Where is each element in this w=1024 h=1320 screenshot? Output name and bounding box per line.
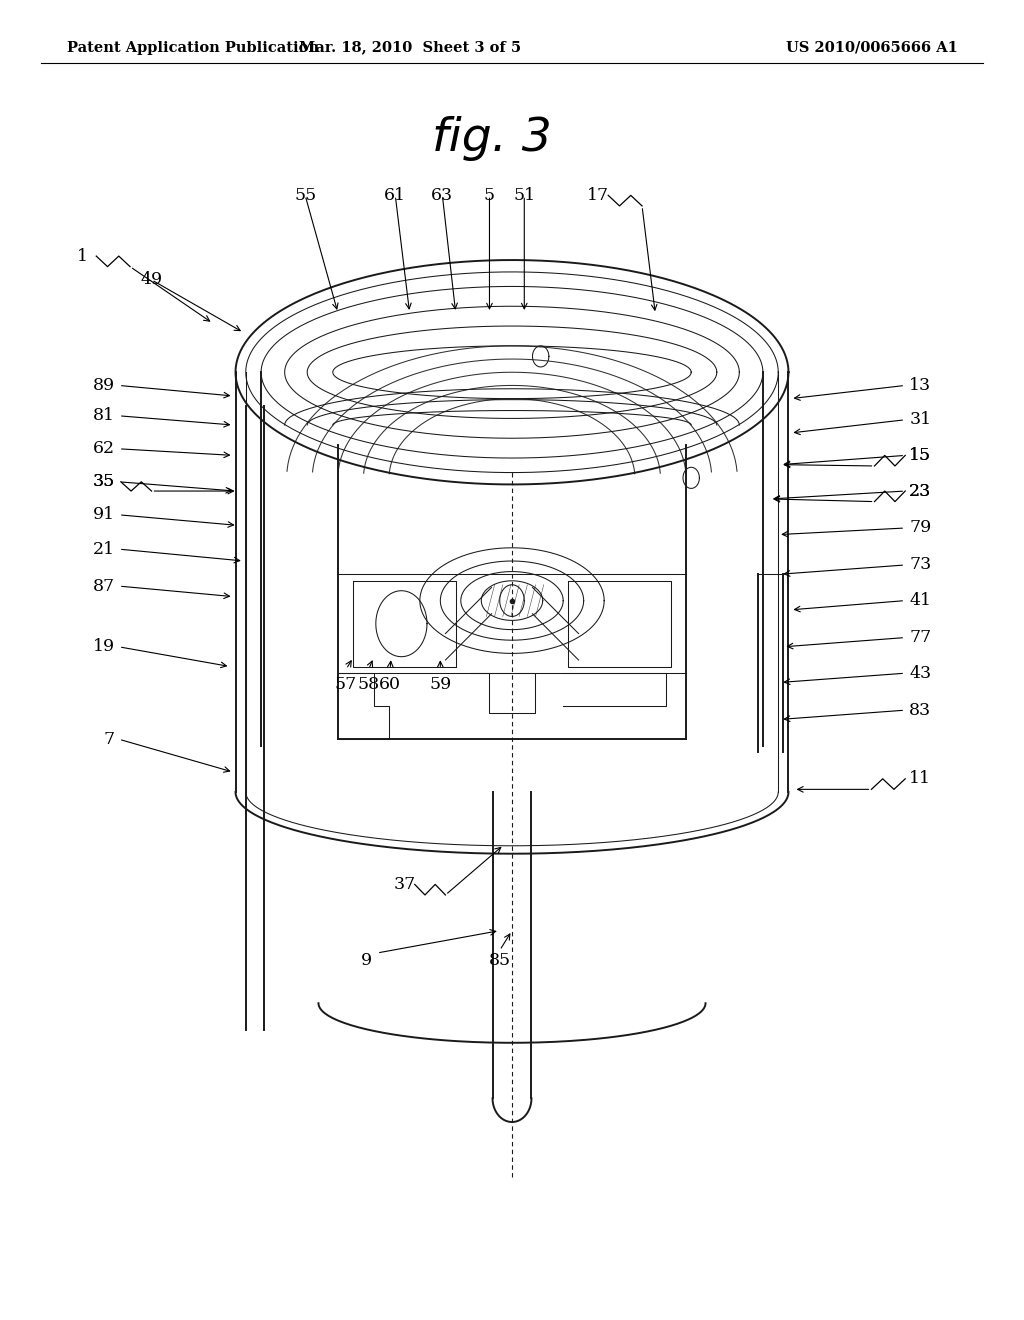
Text: 87: 87 bbox=[92, 578, 115, 594]
Text: US 2010/0065666 A1: US 2010/0065666 A1 bbox=[785, 41, 957, 54]
Text: 79: 79 bbox=[909, 520, 932, 536]
Text: 5: 5 bbox=[484, 187, 495, 203]
Text: 89: 89 bbox=[92, 378, 115, 393]
Text: 23: 23 bbox=[909, 483, 932, 499]
Text: 35: 35 bbox=[92, 474, 115, 490]
Text: 31: 31 bbox=[909, 412, 932, 428]
Text: 13: 13 bbox=[909, 378, 932, 393]
Text: 85: 85 bbox=[488, 953, 511, 969]
Text: 43: 43 bbox=[909, 665, 932, 681]
Text: 15: 15 bbox=[909, 447, 932, 463]
Text: 35: 35 bbox=[92, 474, 115, 490]
Text: Mar. 18, 2010  Sheet 3 of 5: Mar. 18, 2010 Sheet 3 of 5 bbox=[299, 41, 520, 54]
Text: 49: 49 bbox=[140, 272, 163, 288]
Text: 60: 60 bbox=[379, 676, 401, 693]
Text: 1: 1 bbox=[77, 248, 88, 264]
Text: 15: 15 bbox=[909, 447, 932, 463]
Text: 58: 58 bbox=[357, 676, 380, 693]
Text: 17: 17 bbox=[587, 187, 609, 203]
Text: 19: 19 bbox=[92, 639, 115, 655]
Text: 11: 11 bbox=[909, 771, 931, 787]
Text: 37: 37 bbox=[393, 876, 416, 892]
Text: Patent Application Publication: Patent Application Publication bbox=[67, 41, 318, 54]
Text: 7: 7 bbox=[103, 731, 115, 747]
Text: 63: 63 bbox=[431, 187, 454, 203]
Text: 81: 81 bbox=[93, 408, 115, 424]
Text: 83: 83 bbox=[909, 702, 932, 718]
Text: 21: 21 bbox=[92, 541, 115, 557]
Text: 59: 59 bbox=[429, 676, 452, 693]
Text: 57: 57 bbox=[335, 676, 357, 693]
Text: 91: 91 bbox=[92, 507, 115, 523]
Text: 9: 9 bbox=[361, 953, 372, 969]
Text: 62: 62 bbox=[92, 441, 115, 457]
Text: 61: 61 bbox=[384, 187, 407, 203]
Text: 51: 51 bbox=[513, 187, 536, 203]
Text: 41: 41 bbox=[909, 593, 931, 609]
Text: 55: 55 bbox=[294, 187, 316, 203]
Text: 77: 77 bbox=[909, 630, 932, 645]
Text: fig. 3: fig. 3 bbox=[431, 116, 552, 161]
Text: 23: 23 bbox=[909, 483, 932, 499]
Text: 73: 73 bbox=[909, 557, 932, 573]
